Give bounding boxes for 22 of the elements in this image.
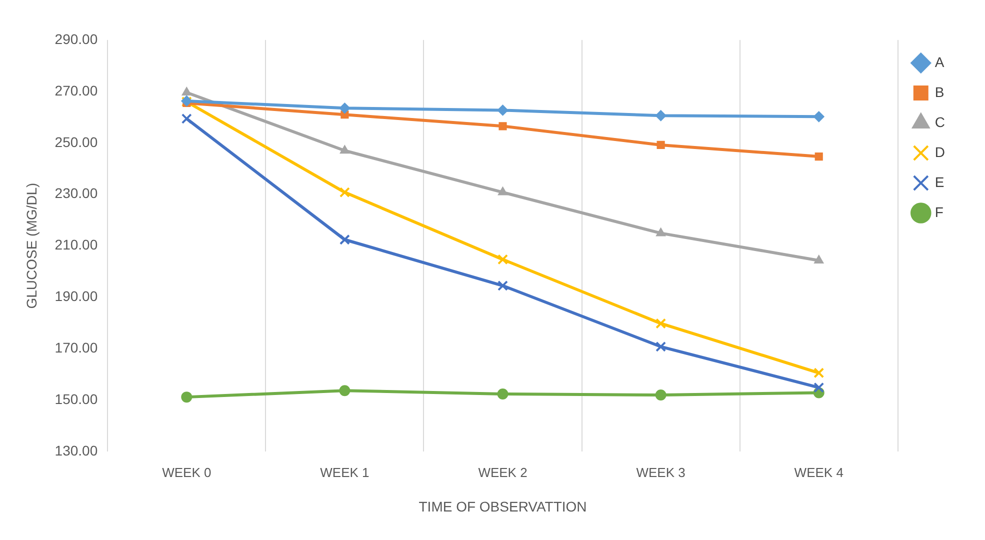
y-tick-label: 250.00	[54, 134, 98, 150]
legend-label: F	[934, 204, 944, 220]
legend-label: E	[934, 174, 944, 190]
y-tick-label: 190.00	[54, 288, 98, 304]
y-tick-label: 270.00	[54, 82, 98, 98]
y-tick-label: 170.00	[54, 340, 98, 356]
y-tick-label: 210.00	[54, 236, 98, 253]
y-tick-label: 130.00	[54, 442, 98, 458]
y-tick-label: 150.00	[54, 391, 98, 408]
x-axis-title: TIME OF OBSERVATTION	[418, 498, 587, 514]
x-tick-label: WEEK 3	[636, 464, 686, 480]
y-tick-label: 290.00	[54, 30, 98, 47]
x-tick-label: WEEK 0	[162, 464, 212, 480]
legend-label: A	[934, 54, 945, 70]
legend-label: B	[934, 84, 944, 100]
y-tick-label: 230.00	[54, 185, 98, 202]
legend-label: C	[934, 114, 946, 130]
x-tick-label: WEEK 4	[794, 464, 844, 480]
x-tick-label: WEEK 2	[478, 464, 528, 480]
y-axis-title: GLUCOSE (MG/DL)	[23, 182, 40, 309]
x-tick-label: WEEK 1	[320, 464, 370, 480]
legend-label: D	[934, 144, 946, 160]
